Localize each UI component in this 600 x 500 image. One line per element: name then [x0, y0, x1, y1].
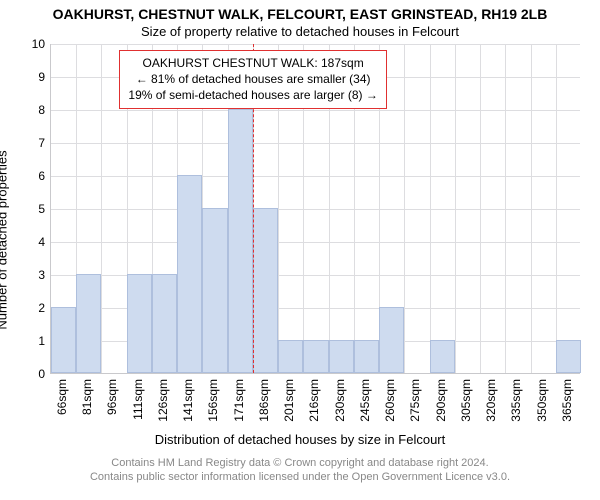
grid-line-v	[505, 44, 506, 373]
x-tick-label: 320sqm	[484, 379, 498, 422]
footer-line-1: Contains HM Land Registry data © Crown c…	[0, 456, 600, 470]
histogram-bar	[253, 208, 278, 373]
x-tick-label: 141sqm	[181, 379, 195, 422]
grid-line-v	[455, 44, 456, 373]
histogram-bar	[278, 340, 303, 373]
histogram-bar	[228, 109, 253, 373]
x-tick-label: 126sqm	[156, 379, 170, 422]
attribution-footer: Contains HM Land Registry data © Crown c…	[0, 456, 600, 485]
x-tick-label: 290sqm	[434, 379, 448, 422]
annotation-larger: 19% of semi-detached houses are larger (…	[128, 87, 377, 103]
x-tick-label: 171sqm	[232, 379, 246, 422]
grid-line-v	[556, 44, 557, 373]
x-tick-label: 186sqm	[257, 379, 271, 422]
x-tick-label: 230sqm	[333, 379, 347, 422]
grid-line-h	[51, 209, 580, 210]
grid-line-v	[101, 44, 102, 373]
grid-line-v	[531, 44, 532, 373]
x-tick-label: 335sqm	[509, 379, 523, 422]
x-tick-label: 201sqm	[282, 379, 296, 422]
x-axis-label: Distribution of detached houses by size …	[0, 432, 600, 447]
histogram-bar	[51, 307, 76, 373]
grid-line-h	[51, 242, 580, 243]
y-tick-label: 8	[38, 103, 45, 117]
histogram-bar	[177, 175, 202, 373]
y-tick-label: 3	[38, 268, 45, 282]
footer-line-2: Contains public sector information licen…	[0, 470, 600, 484]
histogram-bar	[556, 340, 581, 373]
y-tick-label: 1	[38, 334, 45, 348]
page-title-address: OAKHURST, CHESTNUT WALK, FELCOURT, EAST …	[0, 6, 600, 22]
grid-line-h	[51, 176, 580, 177]
grid-line-h	[51, 110, 580, 111]
y-tick-label: 2	[38, 301, 45, 315]
histogram-bar	[76, 274, 101, 373]
grid-line-h	[51, 44, 580, 45]
x-tick-label: 156sqm	[206, 379, 220, 422]
histogram-bar	[202, 208, 227, 373]
histogram-bar	[127, 274, 152, 373]
x-tick-label: 305sqm	[459, 379, 473, 422]
histogram-bar	[329, 340, 354, 373]
y-tick-label: 6	[38, 169, 45, 183]
page-subtitle: Size of property relative to detached ho…	[0, 24, 600, 39]
reference-annotation: OAKHURST CHESTNUT WALK: 187sqm ← 81% of …	[119, 50, 386, 109]
x-tick-label: 111sqm	[131, 379, 145, 420]
y-tick-label: 10	[32, 37, 45, 51]
y-tick-label: 5	[38, 202, 45, 216]
histogram-bar	[430, 340, 455, 373]
x-tick-label: 260sqm	[383, 379, 397, 422]
x-tick-label: 81sqm	[80, 379, 94, 415]
y-tick-label: 7	[38, 136, 45, 150]
annotation-title: OAKHURST CHESTNUT WALK: 187sqm	[128, 55, 377, 71]
histogram-bar	[303, 340, 328, 373]
grid-line-v	[480, 44, 481, 373]
histogram-bar	[354, 340, 379, 373]
x-tick-label: 96sqm	[105, 379, 119, 415]
annotation-smaller: ← 81% of detached houses are smaller (34…	[128, 71, 377, 87]
x-tick-label: 365sqm	[560, 379, 574, 422]
x-tick-label: 216sqm	[307, 379, 321, 422]
y-tick-label: 9	[38, 70, 45, 84]
y-axis-label: Number of detached properties	[0, 61, 10, 240]
y-tick-label: 4	[38, 235, 45, 249]
grid-line-v	[430, 44, 431, 373]
grid-line-h	[51, 143, 580, 144]
x-tick-label: 66sqm	[55, 379, 69, 415]
chart-plot-area: 01234567891066sqm81sqm96sqm111sqm126sqm1…	[50, 44, 580, 374]
x-tick-label: 275sqm	[408, 379, 422, 422]
histogram-bar	[152, 274, 177, 373]
x-tick-label: 245sqm	[358, 379, 372, 422]
y-tick-label: 0	[38, 367, 45, 381]
grid-line-v	[404, 44, 405, 373]
histogram-bar	[379, 307, 404, 373]
x-tick-label: 350sqm	[535, 379, 549, 422]
